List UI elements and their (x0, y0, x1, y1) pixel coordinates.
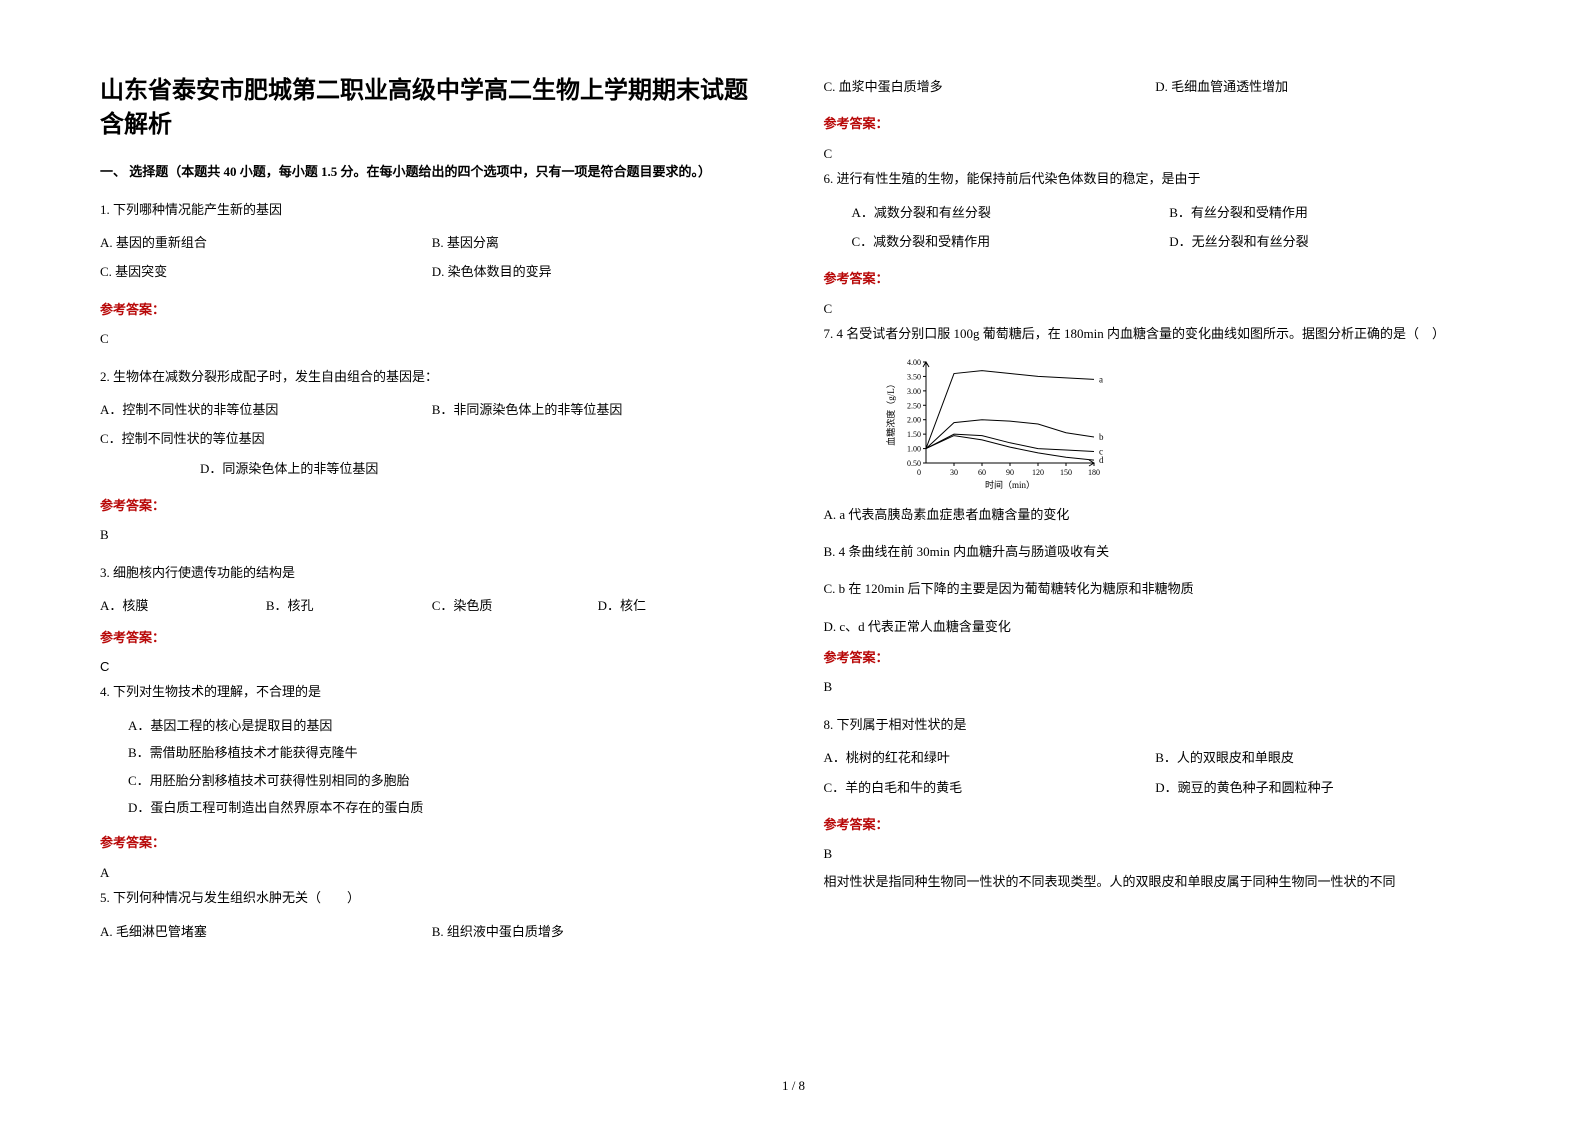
q5-options-ab: A. 毛细淋巴管堵塞 B. 组织液中蛋白质增多 (100, 920, 764, 949)
svg-text:b: b (1099, 432, 1104, 442)
svg-text:3.00: 3.00 (907, 386, 921, 395)
svg-text:180: 180 (1088, 468, 1100, 477)
svg-text:1.50: 1.50 (907, 430, 921, 439)
q2-opt-c: C．控制不同性状的等位基因 (100, 427, 432, 450)
q5-opt-a: A. 毛细淋巴管堵塞 (100, 920, 432, 943)
q7-chart: 0.50 1.00 1.50 2.00 2.50 3.00 3.50 4.00 0 30 60 90 1… (884, 356, 1114, 491)
svg-text:0: 0 (917, 468, 921, 477)
q8-opt-b: B．人的双眼皮和单眼皮 (1155, 746, 1487, 769)
q1-options: A. 基因的重新组合 B. 基因分离 C. 基因突变 D. 染色体数目的变异 (100, 231, 764, 290)
q2-opt-a: A．控制不同性状的非等位基因 (100, 398, 432, 421)
q6-opt-a: A．减数分裂和有丝分裂 (852, 201, 1170, 224)
q5-opt-c: C. 血浆中蛋白质增多 (824, 75, 1156, 98)
q6-opt-d: D．无丝分裂和有丝分裂 (1169, 230, 1487, 253)
q6-answer: C (824, 297, 1488, 320)
q4-stem: 4. 下列对生物技术的理解，不合理的是 (100, 680, 764, 703)
q1-opt-d: D. 染色体数目的变异 (432, 260, 764, 283)
q6-opt-c: C．减数分裂和受精作用 (852, 230, 1170, 253)
q8-opt-a: A．桃树的红花和绿叶 (824, 746, 1156, 769)
q7-opt-b: B. 4 条曲线在前 30min 内血糖升高与肠道吸收有关 (824, 540, 1488, 563)
q5-answer-label: 参考答案： (824, 112, 1488, 135)
svg-text:4.00: 4.00 (907, 358, 921, 367)
q8-stem: 8. 下列属于相对性状的是 (824, 713, 1488, 736)
svg-text:0.50: 0.50 (907, 459, 921, 468)
q1-stem: 1. 下列哪种情况能产生新的基因 (100, 198, 764, 221)
q6-answer-label: 参考答案： (824, 267, 1488, 290)
q2-options: A．控制不同性状的非等位基因 B．非同源染色体上的非等位基因 C．控制不同性状的… (100, 398, 764, 486)
q3-opt-c: C．染色质 (432, 594, 598, 617)
blood-sugar-chart-svg: 0.50 1.00 1.50 2.00 2.50 3.00 3.50 4.00 0 30 60 90 1… (884, 356, 1114, 491)
q5-stem: 5. 下列何种情况与发生组织水肿无关（ ） (100, 886, 764, 909)
q4-answer-label: 参考答案： (100, 831, 764, 854)
svg-text:2.00: 2.00 (907, 415, 921, 424)
q4-opt-c: C．用胚胎分割移植技术可获得性别相同的多胞胎 (100, 769, 764, 792)
section-1-heading: 一、 选择题（本题共 40 小题，每小题 1.5 分。在每小题给出的四个选项中，… (100, 160, 764, 183)
q2-answer-label: 参考答案： (100, 494, 764, 517)
q6-stem: 6. 进行有性生殖的生物，能保持前后代染色体数目的稳定，是由于 (824, 167, 1488, 190)
svg-text:60: 60 (978, 468, 986, 477)
page-footer: 1 / 8 (0, 1074, 1587, 1097)
q8-answer: B (824, 842, 1488, 865)
q5-answer: C (824, 142, 1488, 165)
svg-text:90: 90 (1006, 468, 1014, 477)
q3-stem: 3. 细胞核内行使遗传功能的结构是 (100, 561, 764, 584)
q8-opt-d: D．豌豆的黄色种子和圆粒种子 (1155, 776, 1487, 799)
svg-text:150: 150 (1060, 468, 1072, 477)
svg-text:d: d (1099, 455, 1104, 465)
q2-opt-d: D．同源染色体上的非等位基因 (200, 457, 532, 480)
q4-opt-a: A．基因工程的核心是提取目的基因 (100, 714, 764, 737)
svg-text:血糖浓度（g/L）: 血糖浓度（g/L） (885, 379, 896, 446)
q6-options: A．减数分裂和有丝分裂 B．有丝分裂和受精作用 C．减数分裂和受精作用 D．无丝… (824, 201, 1488, 260)
page-columns: 山东省泰安市肥城第二职业高级中学高二生物上学期期末试题含解析 一、 选择题（本题… (100, 75, 1487, 949)
q5-opt-d: D. 毛细血管通透性增加 (1155, 75, 1487, 98)
q4-opt-d: D．蛋白质工程可制造出自然界原本不存在的蛋白质 (100, 796, 764, 819)
svg-text:3.50: 3.50 (907, 372, 921, 381)
q1-answer: C (100, 327, 764, 350)
q7-opt-a: A. a 代表高胰岛素血症患者血糖含量的变化 (824, 503, 1488, 526)
left-column: 山东省泰安市肥城第二职业高级中学高二生物上学期期末试题含解析 一、 选择题（本题… (100, 75, 764, 949)
q8-options: A．桃树的红花和绿叶 B．人的双眼皮和单眼皮 C．羊的白毛和牛的黄毛 D．豌豆的… (824, 746, 1488, 805)
q3-answer-label: 参考答案： (100, 626, 764, 649)
q5-options-cd: C. 血浆中蛋白质增多 D. 毛细血管通透性增加 (824, 75, 1488, 104)
q4-options: A．基因工程的核心是提取目的基因 B．需借助胚胎移植技术才能获得克隆牛 C．用胚… (100, 714, 764, 824)
q4-answer: A (100, 861, 764, 884)
q1-answer-label: 参考答案： (100, 298, 764, 321)
q2-opt-b: B．非同源染色体上的非等位基因 (432, 398, 764, 421)
q1-opt-b: B. 基因分离 (432, 231, 764, 254)
q3-answer: C (100, 655, 764, 678)
q3-opt-a: A．核膜 (100, 594, 266, 617)
q5-opt-b: B. 组织液中蛋白质增多 (432, 920, 764, 943)
q8-explain: 相对性状是指同种生物同一性状的不同表现类型。人的双眼皮和单眼皮属于同种生物同一性… (824, 870, 1488, 893)
q8-answer-label: 参考答案： (824, 813, 1488, 836)
q1-opt-c: C. 基因突变 (100, 260, 432, 283)
q7-opt-d: D. c、d 代表正常人血糖含量变化 (824, 615, 1488, 638)
q2-answer: B (100, 523, 764, 546)
q8-opt-c: C．羊的白毛和牛的黄毛 (824, 776, 1156, 799)
q2-stem: 2. 生物体在减数分裂形成配子时，发生自由组合的基因是： (100, 365, 764, 388)
svg-text:2.50: 2.50 (907, 401, 921, 410)
q3-opt-b: B．核孔 (266, 594, 432, 617)
q3-options: A．核膜 B．核孔 C．染色质 D．核仁 (100, 594, 764, 617)
q7-stem: 7. 4 名受试者分别口服 100g 葡萄糖后，在 180min 内血糖含量的变… (824, 322, 1488, 345)
q7-answer: B (824, 675, 1488, 698)
q1-opt-a: A. 基因的重新组合 (100, 231, 432, 254)
q6-opt-b: B．有丝分裂和受精作用 (1169, 201, 1487, 224)
exam-title: 山东省泰安市肥城第二职业高级中学高二生物上学期期末试题含解析 (100, 75, 764, 142)
q7-answer-label: 参考答案： (824, 646, 1488, 669)
svg-text:30: 30 (950, 468, 958, 477)
svg-text:时间（min）: 时间（min） (984, 479, 1034, 490)
q7-opt-c: C. b 在 120min 后下降的主要是因为葡萄糖转化为糖原和非糖物质 (824, 577, 1488, 600)
svg-text:120: 120 (1032, 468, 1044, 477)
svg-text:1.00: 1.00 (907, 444, 921, 453)
q4-opt-b: B．需借助胚胎移植技术才能获得克隆牛 (100, 741, 764, 764)
q3-opt-d: D．核仁 (598, 594, 764, 617)
right-column: C. 血浆中蛋白质增多 D. 毛细血管通透性增加 参考答案： C 6. 进行有性… (824, 75, 1488, 949)
svg-text:a: a (1099, 374, 1103, 384)
